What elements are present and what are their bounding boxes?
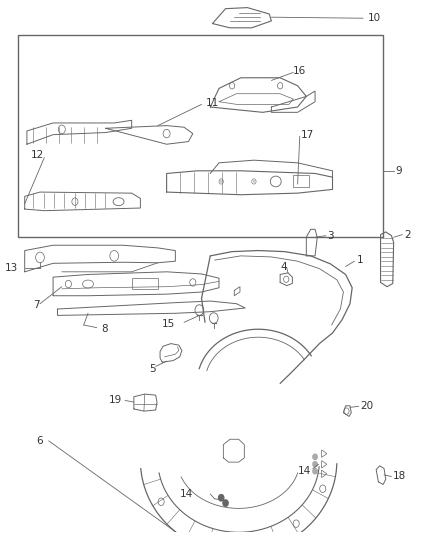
Bar [132, 278, 158, 289]
Text: 8: 8 [101, 324, 108, 334]
Text: 7: 7 [33, 300, 40, 310]
Text: 14: 14 [180, 489, 193, 499]
Circle shape [313, 462, 317, 467]
Text: 6: 6 [36, 436, 43, 446]
Text: 9: 9 [396, 166, 403, 176]
Text: 12: 12 [31, 150, 45, 160]
Text: 13: 13 [5, 263, 18, 273]
Text: 16: 16 [293, 66, 307, 76]
Bar [18, 35, 383, 237]
Text: 14: 14 [297, 466, 311, 476]
Circle shape [223, 500, 228, 506]
Circle shape [219, 495, 224, 501]
Text: 11: 11 [206, 98, 219, 108]
Text: 17: 17 [301, 130, 314, 140]
Text: 5: 5 [149, 364, 156, 374]
Circle shape [313, 469, 317, 474]
Text: 18: 18 [393, 472, 406, 481]
Text: 4: 4 [280, 262, 287, 271]
Text: 20: 20 [360, 401, 373, 411]
Circle shape [313, 454, 317, 459]
Text: 10: 10 [367, 13, 381, 23]
Text: 2: 2 [405, 230, 411, 240]
Text: 1: 1 [357, 255, 363, 264]
Text: 19: 19 [109, 395, 122, 406]
Bar [293, 175, 308, 187]
Text: 3: 3 [327, 231, 334, 241]
Text: 15: 15 [162, 319, 175, 329]
